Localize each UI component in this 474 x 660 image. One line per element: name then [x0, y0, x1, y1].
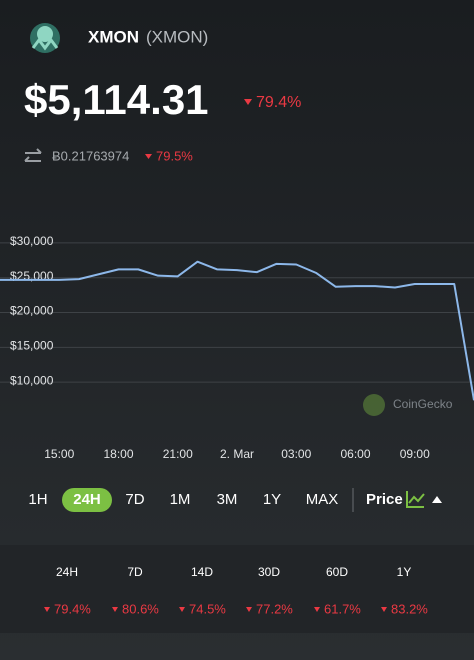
table-header: 14D [191, 565, 213, 579]
chart-mode[interactable]: Price [366, 491, 403, 508]
table-value: 79.4% [54, 601, 91, 616]
x-tick-label: 2. Mar [220, 447, 254, 461]
table-header: 7D [127, 565, 143, 579]
x-tick-label: 09:00 [400, 447, 430, 461]
coin-logo [30, 23, 60, 53]
x-tick-label: 06:00 [340, 447, 370, 461]
y-tick-label: $15,000 [10, 339, 54, 353]
down-arrow [44, 607, 50, 612]
price: $5,114.31 [24, 76, 209, 123]
down-arrow [314, 607, 320, 612]
x-tick-label: 18:00 [103, 447, 133, 461]
btc-price: Ƀ0.21763974 [52, 148, 129, 163]
range-button[interactable]: 1Y [263, 491, 281, 508]
down-arrow [246, 607, 252, 612]
change-table: 24H 79.4% 7D 80.6% 14D 74.5% 30D 77.2% 60D 61.7% 1… [44, 565, 428, 616]
range-button[interactable]: 1H [28, 491, 47, 508]
range-button[interactable]: MAX [306, 491, 339, 508]
price-change: 79.4% [256, 94, 301, 111]
table-value: 61.7% [324, 601, 361, 616]
coin-symbol: (XMON) [146, 27, 208, 46]
watermark-logo [363, 394, 385, 416]
table-background [0, 545, 474, 633]
caret[interactable] [432, 496, 442, 503]
down-arrow [112, 607, 118, 612]
y-tick-label: $10,000 [10, 373, 54, 387]
range-selector: 1H 24H 7D 1M 3M 1Y MAX [28, 488, 338, 512]
table-value: 83.2% [391, 601, 428, 616]
down-arrow [381, 607, 387, 612]
table-header: 30D [258, 565, 280, 579]
table-header: 60D [326, 565, 348, 579]
table-value: 80.6% [122, 601, 159, 616]
price-chart: $10,000$15,000$20,000$25,000$30,00015:00… [0, 234, 474, 461]
range-button[interactable]: 1M [170, 491, 191, 508]
table-header: 1Y [397, 565, 412, 579]
watermark: CoinGecko [393, 397, 453, 411]
active-range-pill [62, 488, 112, 512]
y-tick-label: $30,000 [10, 234, 54, 248]
swap-icon [24, 148, 42, 162]
coin-name: XMON [88, 27, 139, 46]
chart-icon[interactable] [406, 491, 425, 508]
range-button[interactable]: 7D [125, 491, 144, 508]
range-button[interactable]: 3M [217, 491, 238, 508]
table-value: 77.2% [256, 601, 293, 616]
price-line [0, 260, 474, 401]
x-tick-label: 15:00 [44, 447, 74, 461]
y-tick-label: $20,000 [10, 304, 54, 318]
x-tick-label: 03:00 [281, 447, 311, 461]
down-arrow [244, 99, 252, 105]
table-header: 24H [56, 565, 78, 579]
x-tick-label: 21:00 [163, 447, 193, 461]
down-arrow [145, 154, 152, 159]
range-button[interactable]: 24H [73, 491, 101, 508]
down-arrow [179, 607, 185, 612]
btc-change: 79.5% [156, 148, 193, 163]
table-value: 74.5% [189, 601, 226, 616]
